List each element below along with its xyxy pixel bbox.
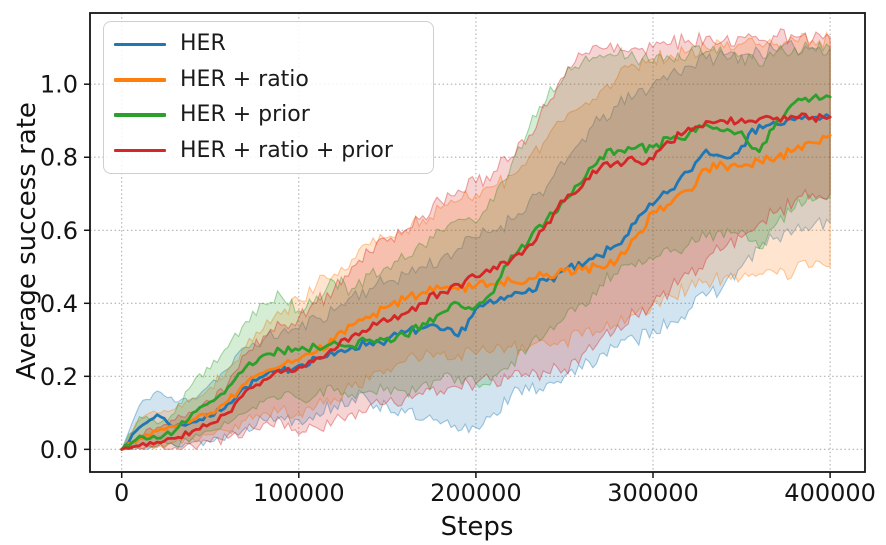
legend-item-her-prior: HER + prior [114, 98, 423, 132]
legend-line-swatch [114, 113, 166, 117]
mean-lines [120, 93, 832, 451]
axes-box [89, 12, 866, 473]
confidence-bands [120, 28, 831, 451]
legend-label: HER + ratio [180, 66, 309, 92]
x-tick-label: 400000 [784, 479, 876, 507]
band-her-ratio-prior [120, 28, 831, 451]
legend-item-her: HER [114, 27, 423, 61]
ticks: 0 100000 200000 300000 400000 0.0 0.2 0.4 0.6 0.8… [40, 71, 876, 507]
line-her-ratio-prior [120, 112, 832, 451]
y-tick-label: 0.0 [40, 436, 78, 464]
y-tick-label: 0.6 [40, 217, 78, 245]
legend-line-swatch [114, 78, 166, 82]
legend-label: HER [180, 31, 226, 57]
x-tick-label: 300000 [607, 479, 699, 507]
legend-line-swatch [114, 148, 166, 153]
x-tick-label: 100000 [253, 479, 345, 507]
y-axis-label: Average success rate [12, 102, 42, 380]
x-axis-label: Steps [440, 512, 514, 542]
line-her [120, 113, 832, 451]
y-tick-label: 1.0 [40, 71, 78, 99]
legend-label: HER + prior [180, 102, 310, 128]
legend: HER HER + ratio HER + prior HER + ratio + p… [103, 21, 434, 174]
legend-label: HER + ratio + prior [180, 137, 393, 163]
legend-item-her-ratio: HER + ratio [114, 63, 423, 97]
band-her-ratio [120, 30, 831, 451]
line-her-ratio [120, 133, 832, 451]
gridlines [90, 13, 865, 472]
line-her-prior [120, 93, 832, 451]
x-tick-label: 200000 [430, 479, 522, 507]
y-tick-label: 0.4 [40, 290, 78, 318]
band-her-prior [120, 40, 831, 450]
legend-item-her-ratio-prior: HER + ratio + prior [114, 134, 423, 168]
y-tick-label: 0.8 [40, 144, 78, 172]
y-tick-label: 0.2 [40, 363, 78, 391]
x-tick-label: 0 [114, 479, 129, 507]
legend-line-swatch [114, 42, 166, 47]
